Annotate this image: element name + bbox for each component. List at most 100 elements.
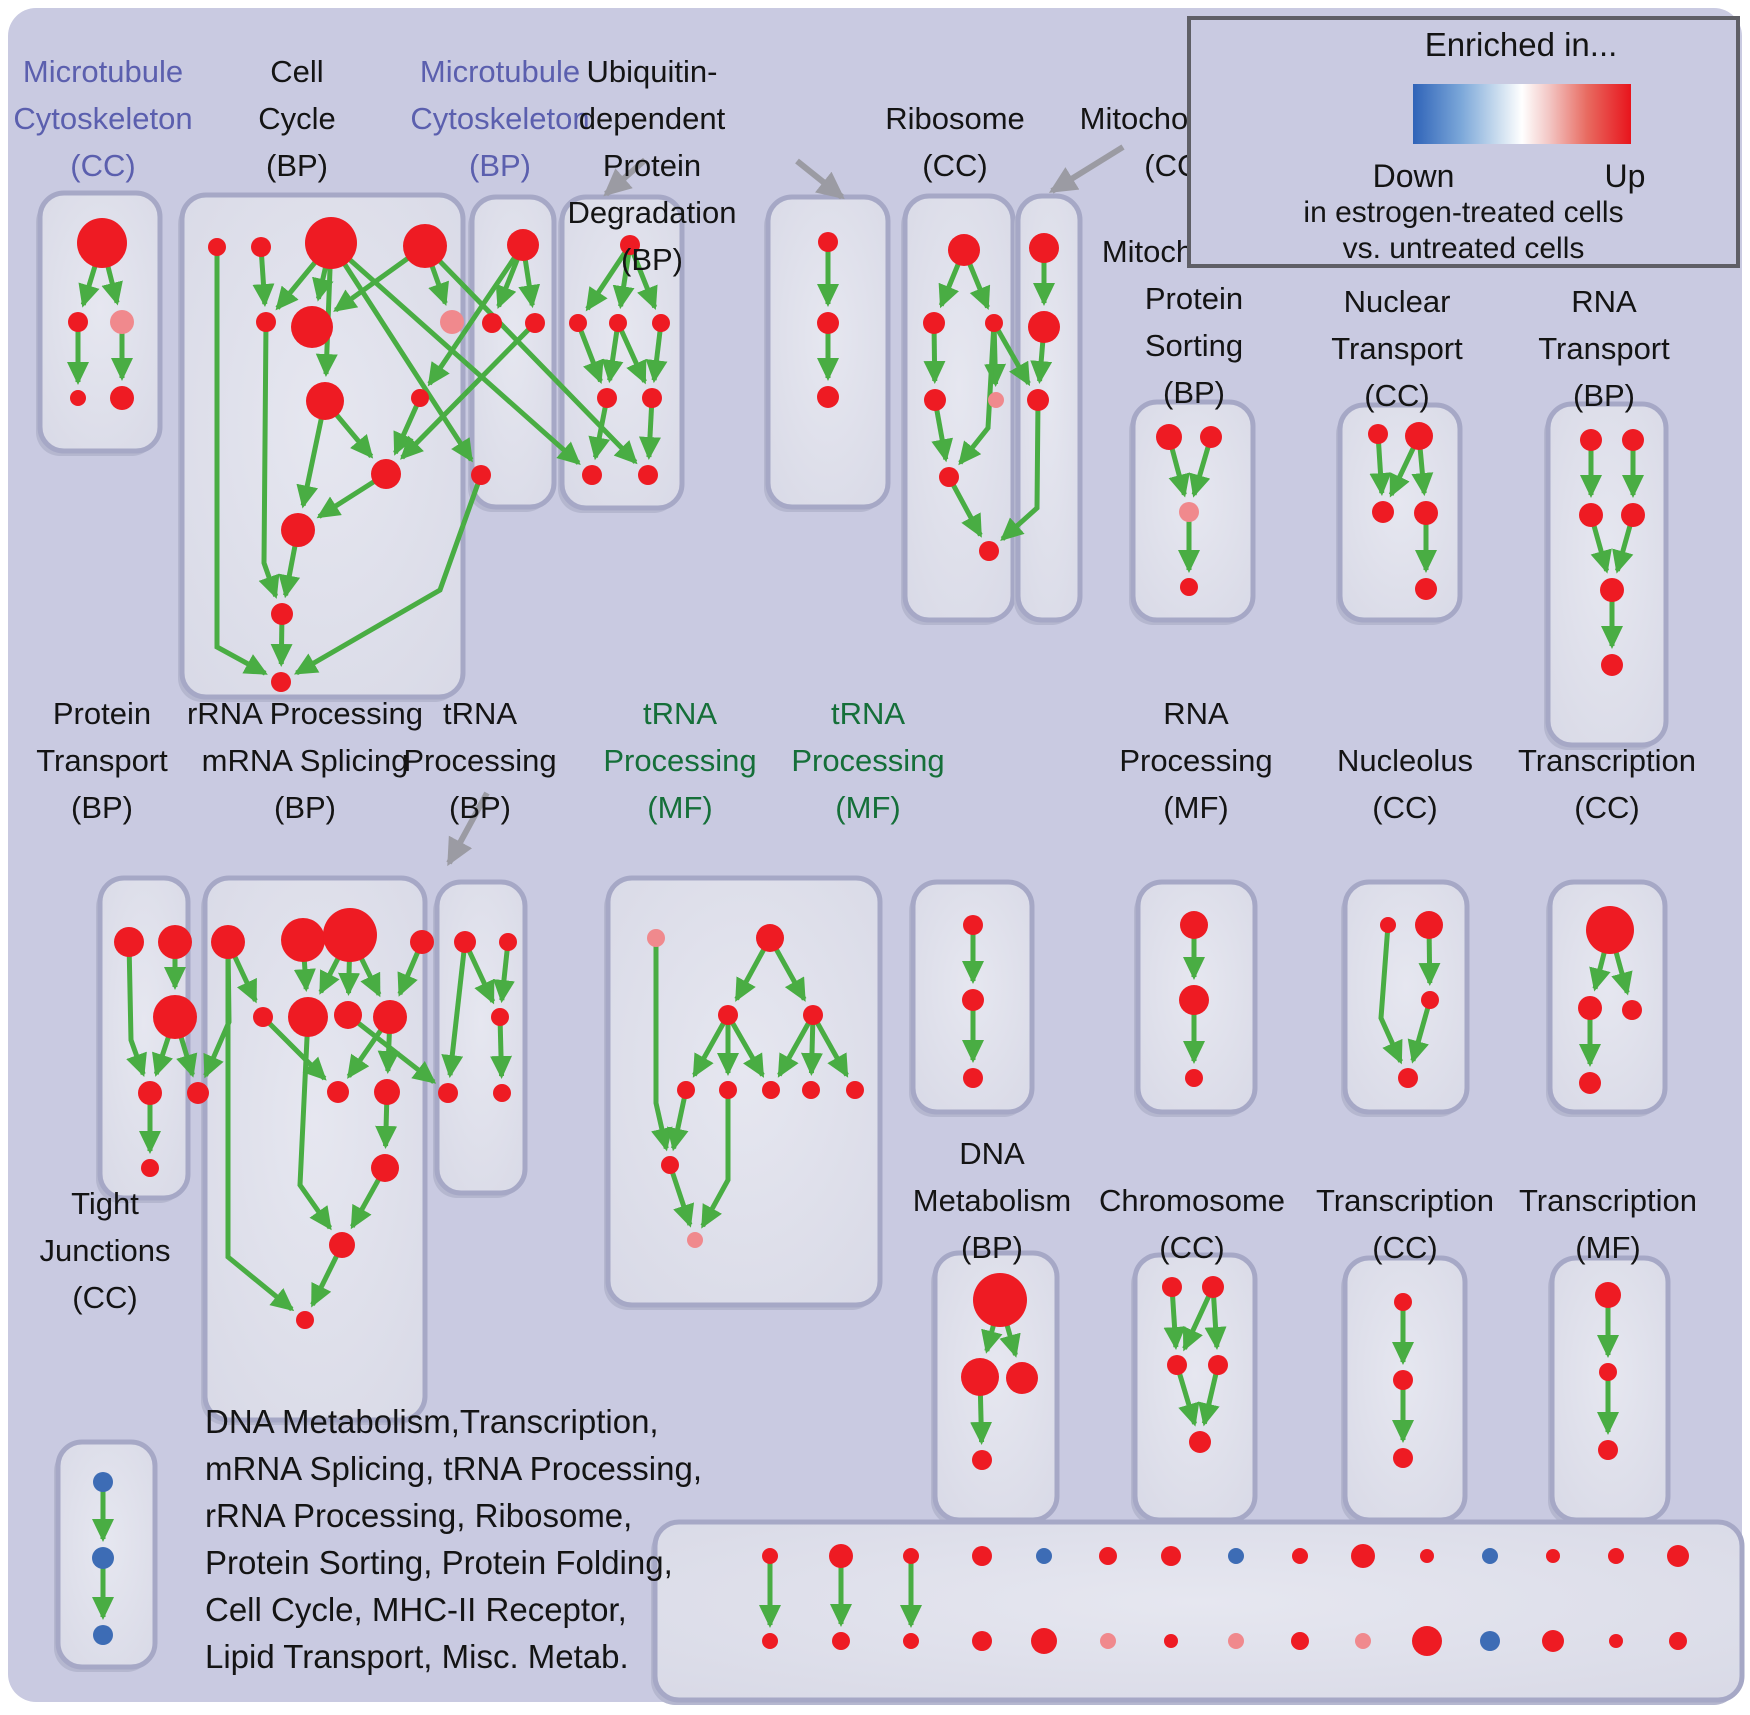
node-rna-processing-mf xyxy=(1185,1069,1203,1087)
node-tight-junctions xyxy=(93,1472,113,1492)
cluster-label-line: (CC) xyxy=(1372,790,1438,825)
node-shared-misc xyxy=(1291,1632,1309,1650)
node-protein-transport xyxy=(138,1081,162,1105)
cluster-label-line: (CC) xyxy=(922,148,988,183)
shared-terms-line: Lipid Transport, Misc. Metab. xyxy=(205,1638,629,1675)
node-transcription-cc-a xyxy=(1622,1000,1642,1020)
shared-terms-line: Cell Cycle, MHC-II Receptor, xyxy=(205,1591,627,1628)
node-shared-misc xyxy=(1164,1634,1178,1648)
cluster-label-line: (MF) xyxy=(1163,790,1229,825)
node-shared-misc xyxy=(762,1548,778,1564)
cluster-label-line: Transport xyxy=(36,743,168,778)
node-chromosome xyxy=(1167,1355,1187,1375)
node-rna-transport xyxy=(1580,429,1602,451)
edge-trna-mf-1 xyxy=(651,938,673,1152)
cluster-box-protein-transport xyxy=(97,875,191,1201)
cluster-label-nucleolus: Nucleolus (CC) xyxy=(1225,737,1585,831)
edge-ubiquitin xyxy=(585,243,633,312)
cluster-label-line: Tight xyxy=(71,1186,139,1221)
node-shared-misc xyxy=(829,1544,853,1568)
node-trna-mf-2 xyxy=(963,915,983,935)
edge-trna-mf-1 xyxy=(692,1013,731,1078)
node-rrna-processing xyxy=(371,1154,399,1182)
node-trna-mf-2 xyxy=(962,989,984,1011)
node-cell-cycle xyxy=(291,306,333,348)
node-shared-misc xyxy=(1482,1548,1498,1564)
node-trna-mf-1 xyxy=(677,1081,695,1099)
legend-down-label: Down xyxy=(1372,158,1455,194)
node-nucleolus xyxy=(1380,917,1396,933)
node-chromosome xyxy=(1208,1355,1228,1375)
node-shared-misc xyxy=(762,1633,778,1649)
node-trna-mf-1 xyxy=(846,1081,864,1099)
node-transcription-cc-a xyxy=(1579,1072,1601,1094)
edge-trna-mf-1 xyxy=(666,1089,689,1152)
cluster-label-dna-metabolism: DNA Metabolism (BP) xyxy=(812,1130,1172,1271)
node-trna-mf-1 xyxy=(762,1081,780,1099)
cluster-label-line: Processing xyxy=(791,743,945,778)
cluster-label-line: Transcription xyxy=(1315,1183,1495,1218)
edge-trna-mf-1 xyxy=(777,1013,816,1078)
node-mito-protein-sorting xyxy=(1200,426,1222,448)
node-microtubule-cc xyxy=(77,218,127,268)
edge-ubiquitin xyxy=(601,322,624,384)
node-cell-cycle xyxy=(306,382,344,420)
edge-cross xyxy=(203,941,232,1079)
node-rna-transport xyxy=(1600,578,1624,602)
node-ubiquitin xyxy=(609,314,627,332)
node-shared-misc xyxy=(1546,1549,1560,1563)
node-ubiquitin xyxy=(652,314,670,332)
cluster-label-line: (BP) xyxy=(1573,378,1635,413)
edge-ubiquitin xyxy=(575,322,604,385)
node-rrna-processing xyxy=(211,925,245,959)
cluster-label-line: Processing xyxy=(1119,743,1273,778)
node-tight-junctions xyxy=(92,1547,114,1569)
edge-ubiquitin xyxy=(612,244,635,310)
edge-ubiquitin xyxy=(615,321,647,385)
legend-up-label: Up xyxy=(1604,158,1646,194)
node-cell-cycle xyxy=(208,238,226,256)
cluster-label-line: Metabolism xyxy=(912,1183,1072,1218)
cluster-label-line: (CC) xyxy=(70,148,136,183)
node-ribosome xyxy=(923,312,945,334)
node-trna-mf-2 xyxy=(963,1068,983,1088)
node-cell-cycle xyxy=(256,312,276,332)
node-rna-transport xyxy=(1601,654,1623,676)
edge-cross xyxy=(293,474,484,676)
cluster-label-line: Cell xyxy=(270,54,324,89)
cluster-label-line: (CC) xyxy=(1574,790,1640,825)
node-trna-bp xyxy=(499,933,517,951)
node-ribosome xyxy=(979,541,999,561)
node-ribosome xyxy=(988,392,1004,408)
node-chromosome xyxy=(1202,1276,1224,1298)
cluster-label-line: (MF) xyxy=(647,790,713,825)
cluster-label-line: dependent xyxy=(578,101,726,136)
shared-terms-line: Protein Sorting, Protein Folding, xyxy=(205,1544,673,1581)
cluster-label-line: mRNA Splicing xyxy=(201,743,409,778)
node-rrna-processing xyxy=(327,1081,349,1103)
node-rrna-processing xyxy=(296,1311,314,1329)
cluster-label-line: (BP) xyxy=(266,148,328,183)
legend-title: Enriched in... xyxy=(1424,26,1618,63)
cluster-label-line: Chromosome xyxy=(1098,1183,1286,1218)
edge-protein-transport xyxy=(126,941,147,1077)
node-rrna-processing xyxy=(373,1000,407,1034)
cluster-label-line: (BP) xyxy=(621,242,683,277)
shared-terms-line: DNA Metabolism,Transcription, xyxy=(205,1403,659,1440)
cluster-label-line: (CC) xyxy=(72,1280,138,1315)
node-rna-transport xyxy=(1622,429,1644,451)
edge-trna-mf-1 xyxy=(667,1164,695,1228)
node-shared-misc xyxy=(1480,1631,1500,1651)
cluster-box-rna-transport xyxy=(1545,401,1669,748)
node-transcription-cc-b xyxy=(1394,1293,1412,1311)
node-chromosome xyxy=(1162,1277,1182,1297)
node-rna-transport xyxy=(1579,503,1603,527)
node-dna-metabolism xyxy=(1006,1362,1038,1394)
cluster-label-ubiquitin: Ubiquitin-dependent Protein Degradation (BP… xyxy=(472,48,832,283)
node-microtubule-cc xyxy=(70,390,86,406)
edge-rrna-processing xyxy=(261,1015,327,1081)
node-rna-processing-mf xyxy=(1179,985,1209,1015)
node-shared-misc xyxy=(1355,1633,1371,1649)
node-transcription-cc-b xyxy=(1393,1448,1413,1468)
